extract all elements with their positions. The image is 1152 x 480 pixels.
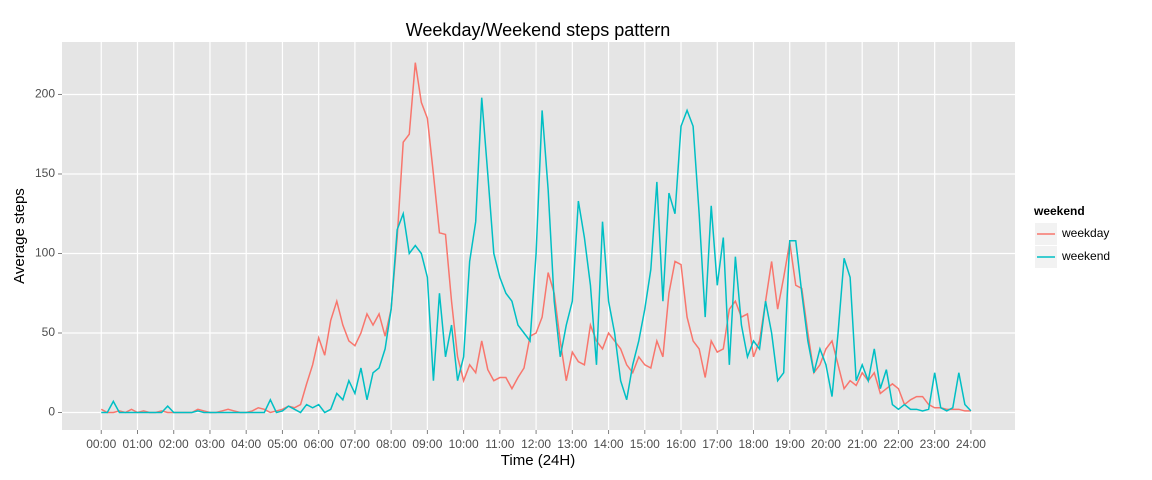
x-tick-label: 24:00: [956, 437, 986, 451]
x-tick-label: 07:00: [340, 437, 370, 451]
x-tick-label: 06:00: [304, 437, 334, 451]
x-tick-label: 03:00: [195, 437, 225, 451]
y-tick-label: 0: [48, 405, 55, 419]
x-tick-label: 02:00: [159, 437, 189, 451]
y-tick-label: 50: [42, 325, 56, 339]
legend-label: weekday: [1061, 226, 1109, 240]
x-tick-label: 00:00: [86, 437, 116, 451]
x-tick-label: 16:00: [666, 437, 696, 451]
x-tick-label: 15:00: [630, 437, 660, 451]
x-tick-label: 11:00: [485, 437, 514, 451]
x-tick-label: 23:00: [920, 437, 950, 451]
legend-label: weekend: [1061, 249, 1110, 263]
x-tick-label: 04:00: [231, 437, 261, 451]
chart-title: Weekday/Weekend steps pattern: [406, 20, 671, 40]
y-tick-label: 150: [35, 166, 55, 180]
x-tick-label: 19:00: [775, 437, 805, 451]
legend-title: weekend: [1033, 204, 1085, 218]
x-tick-label: 10:00: [449, 437, 479, 451]
x-tick-label: 18:00: [738, 437, 768, 451]
x-tick-label: 20:00: [811, 437, 841, 451]
y-tick-label: 100: [35, 246, 55, 260]
y-axis-label: Average steps: [11, 188, 28, 284]
x-tick-label: 09:00: [412, 437, 442, 451]
y-tick-label: 200: [35, 87, 55, 101]
x-tick-label: 17:00: [702, 437, 732, 451]
x-tick-label: 13:00: [557, 437, 587, 451]
x-tick-label: 14:00: [594, 437, 624, 451]
series-line: [101, 97, 972, 414]
x-tick-label: 08:00: [376, 437, 406, 451]
x-tick-label: 22:00: [883, 437, 913, 451]
x-tick-label: 12:00: [521, 437, 551, 451]
panel: [62, 42, 1015, 430]
x-tick-label: 05:00: [267, 437, 297, 451]
x-axis-label: Time (24H): [501, 452, 575, 469]
x-tick-label: 01:00: [122, 437, 152, 451]
x-tick-label: 21:00: [847, 437, 877, 451]
